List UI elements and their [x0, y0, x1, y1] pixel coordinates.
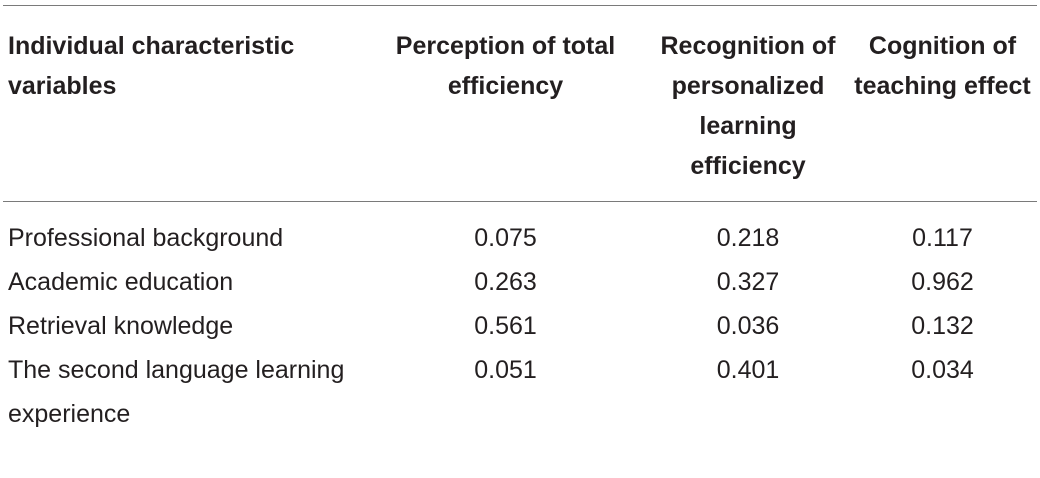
cell-value: 0.132 [911, 312, 974, 340]
cell-value: 0.075 [474, 224, 537, 252]
cell-value: 0.034 [911, 356, 974, 384]
header-recognition-of-personalized-learning-efficiency: Recognition of personalized learning eff… [660, 32, 836, 180]
header-row: Individual characteristic variables Perc… [3, 6, 1037, 201]
cell-value: 0.036 [716, 312, 780, 340]
row-label: Academic education [8, 268, 234, 296]
cell-value: 0.962 [911, 268, 974, 296]
row-label: The second language learning experience [8, 356, 345, 428]
table-row: Retrieval knowledge 0.561 0.036 0.132 [3, 304, 1037, 348]
cell-value: 0.117 [912, 224, 973, 252]
data-table-body: Professional background 0.075 0.218 0.11… [3, 202, 1037, 436]
table-row: Professional background 0.075 0.218 0.11… [3, 202, 1037, 260]
table-row: The second language learning experience … [3, 348, 1037, 436]
table-top-rule [3, 5, 1037, 6]
cell-value: 0.561 [474, 312, 537, 340]
table-header: Individual characteristic variables Perc… [3, 6, 1037, 201]
header-cognition-of-teaching-effect: Cognition of teaching effect [854, 32, 1031, 100]
header-individual-characteristic-variables: Individual characteristic variables [8, 32, 295, 100]
cell-value: 0.218 [716, 224, 780, 252]
header-perception-of-total-efficiency: Perception of total efficiency [395, 32, 616, 100]
cell-value: 0.401 [716, 356, 780, 384]
row-label: Retrieval knowledge [8, 312, 234, 340]
cell-value: 0.263 [474, 268, 537, 296]
cell-value: 0.327 [716, 268, 780, 296]
data-table: Individual characteristic variables Perc… [3, 6, 1037, 201]
table-row: Academic education 0.263 0.327 0.962 [3, 260, 1037, 304]
cell-value: 0.051 [474, 356, 537, 384]
row-label: Professional background [8, 224, 284, 252]
header-bottom-rule [3, 201, 1037, 202]
data-table-container: Individual characteristic variables Perc… [3, 5, 1037, 436]
